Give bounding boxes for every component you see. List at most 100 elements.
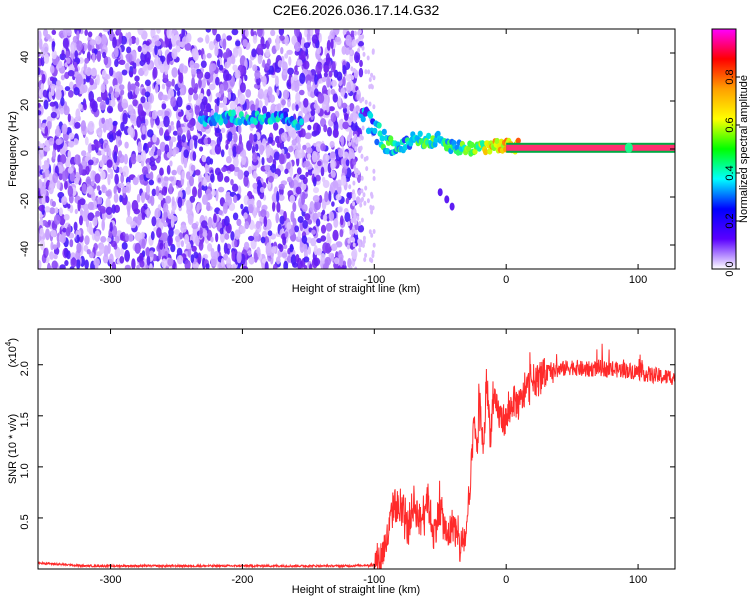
noise-speck: [239, 82, 246, 93]
noise-speck: [210, 173, 215, 183]
noise-speck: [38, 149, 44, 160]
noise-speck: [324, 190, 329, 203]
noise-speck: [161, 181, 168, 188]
noise-speck: [205, 29, 211, 33]
noise-speck: [101, 184, 106, 191]
noise-speck: [208, 41, 215, 51]
snr-x-axis: -300 -200 -100 0 100: [100, 329, 647, 586]
noise-speck: [372, 176, 376, 181]
noise-speck: [349, 102, 355, 112]
noise-speck: [266, 148, 271, 159]
noise-speck: [81, 150, 87, 157]
noise-speck: [73, 61, 77, 69]
noise-speck: [166, 53, 171, 65]
noise-speck: [291, 129, 297, 140]
noise-speck: [345, 74, 351, 82]
noise-speck: [365, 166, 369, 172]
noise-speck: [350, 66, 354, 72]
noise-speck: [122, 165, 129, 178]
noise-speck: [115, 71, 123, 78]
noise-speck: [331, 201, 335, 207]
noise-speck: [130, 153, 137, 165]
noise-speck: [231, 55, 236, 65]
noise-speck: [40, 55, 45, 67]
noise-speck: [44, 125, 49, 137]
noise-speck: [199, 93, 204, 100]
noise-speck: [54, 207, 59, 214]
noise-speck: [364, 185, 368, 191]
noise-speck: [272, 201, 276, 212]
ridge-blob: [299, 118, 304, 126]
noise-speck: [151, 216, 157, 227]
noise-speck: [189, 118, 195, 126]
noise-speck: [247, 166, 253, 175]
noise-speck: [50, 111, 57, 119]
noise-speck: [344, 92, 348, 99]
noise-speck: [127, 90, 133, 100]
noise-speck: [59, 154, 67, 165]
noise-speck: [148, 179, 155, 186]
noise-speck: [170, 243, 176, 253]
ridge-blob: [515, 137, 521, 144]
noise-speck: [283, 244, 288, 250]
noise-speck: [41, 73, 46, 84]
noise-speck: [337, 206, 344, 213]
noise-speck: [176, 255, 184, 265]
noise-speck: [342, 76, 346, 87]
ridge-blob: [384, 148, 391, 155]
noise-speck: [334, 36, 341, 42]
noise-speck: [137, 29, 144, 36]
noise-speck: [112, 120, 118, 126]
tail-blob: [444, 195, 450, 204]
tail-blob: [449, 202, 455, 211]
noise-speck: [244, 29, 249, 38]
ridge-blob: [494, 137, 500, 145]
noise-speck: [191, 68, 197, 75]
noise-speck: [280, 132, 288, 142]
noise-speck: [370, 206, 374, 212]
noise-speck: [94, 230, 101, 242]
noise-speck: [139, 252, 144, 261]
colorbar-label: Normalized spectral amplitude: [738, 75, 750, 223]
noise-speck: [76, 30, 80, 40]
noise-speck: [52, 244, 58, 250]
noise-speck: [44, 168, 50, 178]
ridge-blob: [368, 112, 374, 119]
y-tick-label: -20: [19, 193, 31, 209]
ridge-blob: [379, 135, 385, 142]
noise-speck: [191, 76, 196, 89]
noise-speck: [190, 254, 195, 264]
noise-speck: [358, 67, 364, 78]
noise-speck: [293, 74, 298, 81]
noise-speck: [100, 236, 107, 243]
noise-speck: [351, 75, 355, 80]
noise-speck: [135, 37, 140, 46]
noise-speck: [363, 156, 367, 162]
noise-speck: [43, 53, 50, 64]
spectrogram-ridge: [197, 106, 523, 211]
noise-speck: [355, 196, 361, 205]
noise-speck: [139, 260, 145, 268]
noise-speck: [127, 81, 132, 93]
noise-speck: [117, 150, 123, 158]
noise-speck: [243, 212, 248, 220]
noise-speck: [83, 244, 89, 252]
noise-speck: [281, 99, 286, 106]
noise-speck: [224, 233, 230, 240]
noise-speck: [85, 66, 92, 77]
noise-speck: [170, 136, 177, 143]
noise-speck: [330, 159, 335, 170]
noise-speck: [62, 37, 69, 50]
noise-speck: [355, 139, 359, 145]
noise-speck: [161, 94, 168, 101]
noise-speck: [282, 89, 290, 100]
x-tick-label: 100: [629, 274, 647, 286]
noise-speck: [92, 217, 98, 227]
noise-speck: [218, 210, 223, 216]
noise-speck: [79, 215, 83, 226]
noise-speck: [331, 61, 336, 72]
noise-speck: [127, 126, 134, 136]
noise-speck: [142, 166, 148, 175]
noise-speck: [131, 258, 136, 269]
noise-speck: [45, 195, 50, 204]
